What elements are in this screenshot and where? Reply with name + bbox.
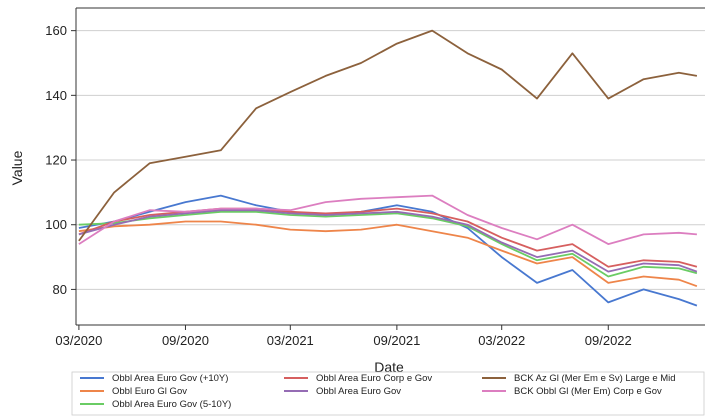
legend-label: Obbl Area Euro Corp e Gov: [316, 373, 432, 384]
legend-label: Obbl Area Euro Gov (5-10Y): [112, 399, 231, 410]
legend-item: Obbl Area Euro Corp e Gov: [284, 373, 432, 384]
y-tick-label: 100: [45, 217, 67, 232]
series-line: [78, 194, 698, 307]
x-tick-label: 09/2020: [162, 333, 209, 348]
legend-label: BCK Az Gl (Mer Em e Sv) Large e Mid: [514, 373, 676, 384]
legend-label: Obbl Area Euro Gov (+10Y): [112, 373, 228, 384]
legend-item: Obbl Area Euro Gov: [284, 386, 401, 397]
legend-item: Obbl Area Euro Gov (5-10Y): [80, 399, 231, 410]
series-lines: [78, 29, 698, 307]
series-line: [78, 209, 698, 273]
series-line: [78, 29, 698, 242]
plot-frame: [75, 7, 705, 326]
series-line: [78, 220, 698, 288]
x-tick-label: 03/2022: [478, 333, 525, 348]
legend: Obbl Area Euro Gov (+10Y) Obbl Euro Gl Go…: [71, 371, 705, 416]
series-line: [78, 194, 697, 246]
legend-label: BCK Obbl Gl (Mer Em) Corp e Gov: [514, 386, 662, 397]
y-tick-label: 160: [45, 23, 67, 38]
x-axis-ticks: 03/2020 09/2020 03/2021 09/2021 03/2022 09/20…: [55, 325, 632, 348]
y-tick-label: 120: [45, 153, 67, 168]
x-tick-label: 09/2021: [373, 333, 420, 348]
gridlines: [76, 30, 705, 290]
legend-item: BCK Obbl Gl (Mer Em) Corp e Gov: [482, 386, 662, 397]
legend-item: Obbl Euro Gl Gov: [80, 386, 187, 397]
y-axis-ticks: 80 100 120 140 160: [45, 23, 76, 297]
x-axis-label: Date: [374, 359, 404, 375]
legend-label: Obbl Area Euro Gov: [316, 386, 401, 397]
legend-item: BCK Az Gl (Mer Em e Sv) Large e Mid: [482, 373, 676, 384]
legend-label: Obbl Euro Gl Gov: [112, 386, 187, 397]
series-line: [78, 210, 698, 278]
y-tick-label: 140: [45, 88, 67, 103]
x-tick-label: 09/2022: [585, 333, 632, 348]
x-tick-label: 03/2020: [55, 333, 102, 348]
legend-item: Obbl Area Euro Gov (+10Y): [80, 373, 228, 384]
x-tick-label: 03/2021: [267, 333, 314, 348]
y-axis-label: Value: [9, 150, 25, 185]
y-tick-label: 80: [53, 282, 67, 297]
legend-box: [71, 371, 705, 416]
